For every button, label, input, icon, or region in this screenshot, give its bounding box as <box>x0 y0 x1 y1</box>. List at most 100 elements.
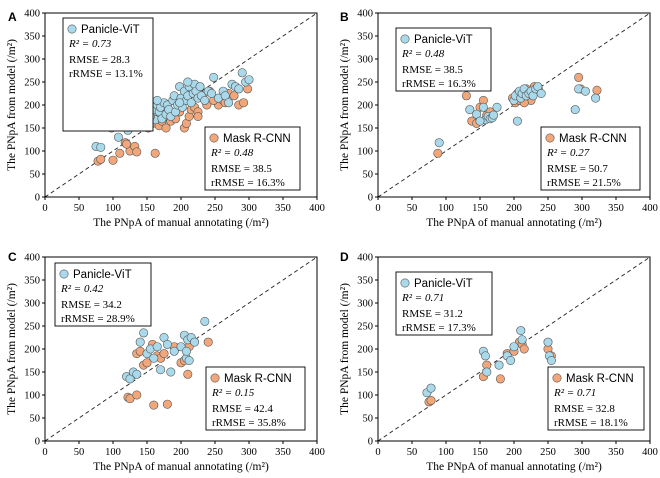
y-tick-label: 350 <box>24 32 40 43</box>
data-point <box>478 102 488 112</box>
legend-rmse: RMSE = 38.5 <box>211 163 272 175</box>
data-point <box>152 342 162 352</box>
y-tick-label: 250 <box>24 322 40 333</box>
x-tick-label: 100 <box>438 447 454 458</box>
data-point <box>132 390 142 400</box>
y-axis-label: The PNpA from model (/m²) <box>6 283 18 415</box>
legend-panicle-vit: Panicle-ViT R² = 0.73 RMSE = 28.3 rRMSE = 1… <box>62 17 154 132</box>
data-point <box>509 342 519 352</box>
series-panicle-vit <box>122 316 210 384</box>
legend-name: Mask R-CNN <box>224 373 292 385</box>
x-tick-label: 150 <box>472 203 488 214</box>
data-point <box>115 148 125 158</box>
legend-rmse: RMSE = 38.5 <box>402 64 463 76</box>
data-point <box>96 154 106 164</box>
legend-r2: R² = 0.42 <box>60 283 104 295</box>
x-tick-label: 400 <box>309 203 325 214</box>
y-axis-label: The PNpA from model (/m²) <box>339 39 351 171</box>
legend-marker <box>209 133 219 143</box>
y-tick-label: 100 <box>357 391 373 402</box>
x-tick-label: 0 <box>42 203 47 214</box>
data-point <box>570 105 580 115</box>
data-point <box>426 383 436 393</box>
y-tick-label: 150 <box>24 368 40 379</box>
x-tick-label: 400 <box>309 447 325 458</box>
data-point <box>506 355 516 365</box>
y-tick-label: 100 <box>24 391 40 402</box>
legend-panicle-vit: Panicle-ViT R² = 0.71 RMSE = 31.2 rRMSE = 1… <box>395 271 493 336</box>
x-tick-label: 50 <box>74 447 85 458</box>
legend-name: Panicle-ViT <box>414 278 473 290</box>
data-point <box>517 335 527 345</box>
y-axis-label: The PNpA from model (/m²) <box>339 283 351 415</box>
x-tick-label: 100 <box>105 447 121 458</box>
data-point <box>200 95 210 105</box>
data-point <box>434 138 444 148</box>
x-tick-label: 300 <box>574 203 590 214</box>
legend-box <box>540 126 641 191</box>
y-tick-label: 350 <box>357 32 373 43</box>
legend-marker <box>59 269 69 279</box>
data-point <box>149 400 159 410</box>
legend-r2: R² = 0.71 <box>553 387 596 399</box>
x-tick-label: 250 <box>207 447 223 458</box>
x-axis-label: The PNpA of manual annotating (/m²) <box>426 217 602 229</box>
data-point <box>591 93 601 103</box>
x-tick-label: 50 <box>407 203 418 214</box>
data-point <box>162 399 172 409</box>
y-tick-label: 50 <box>30 170 41 181</box>
x-axis-label: The PNpA of manual annotating (/m²) <box>93 461 269 473</box>
data-point <box>113 132 123 142</box>
data-point <box>234 84 244 94</box>
data-point <box>108 155 118 165</box>
data-point <box>125 394 135 404</box>
data-point <box>426 396 436 406</box>
data-point <box>184 355 194 365</box>
legend-marker <box>67 24 77 34</box>
data-point <box>546 355 556 365</box>
data-point <box>239 98 249 108</box>
legend-marker <box>400 278 410 288</box>
data-point <box>574 72 584 82</box>
y-tick-label: 200 <box>357 101 373 112</box>
y-tick-label: 400 <box>24 9 40 20</box>
data-point <box>224 98 234 108</box>
data-point <box>203 337 213 347</box>
x-tick-label: 50 <box>407 447 418 458</box>
panel-c: C 0 50 100 150 200 250 300 350 400 0 50 100 150 200 250… <box>6 250 325 473</box>
legend-rrmse: rRMSE = 21.5% <box>547 177 621 189</box>
legend-rrmse: rRMSE = 28.9% <box>61 313 135 325</box>
legend-r2: R² = 0.15 <box>211 387 255 399</box>
data-point <box>162 339 172 349</box>
x-tick-label: 0 <box>375 447 380 458</box>
x-tick-label: 300 <box>241 447 257 458</box>
data-point <box>190 337 200 347</box>
legend-rmse: RMSE = 34.2 <box>61 299 122 311</box>
x-tick-label: 350 <box>608 203 624 214</box>
data-point <box>186 98 196 108</box>
x-tick-label: 150 <box>472 447 488 458</box>
data-point <box>166 367 176 377</box>
data-point <box>512 116 522 126</box>
plot-frame <box>44 256 318 442</box>
plot-frame <box>377 256 651 442</box>
x-tick-label: 300 <box>574 447 590 458</box>
series-panicle-vit <box>434 82 601 148</box>
data-point <box>207 89 217 99</box>
data-point <box>152 95 162 105</box>
y-tick-label: 400 <box>24 253 40 264</box>
y-tick-label: 0 <box>35 437 40 448</box>
y-tick-label: 200 <box>24 345 40 356</box>
legend-rmse: RMSE = 32.8 <box>554 403 615 415</box>
x-tick-label: 300 <box>241 203 257 214</box>
data-point <box>209 72 219 82</box>
data-point <box>433 148 443 158</box>
series-panicle-vit <box>422 326 556 398</box>
legend-marker <box>552 373 562 383</box>
panel-label: B <box>340 10 349 24</box>
data-point <box>536 89 546 99</box>
legend-name: Panicle-ViT <box>81 24 140 36</box>
x-tick-label: 400 <box>642 447 658 458</box>
legend-name: Panicle-ViT <box>73 269 132 281</box>
